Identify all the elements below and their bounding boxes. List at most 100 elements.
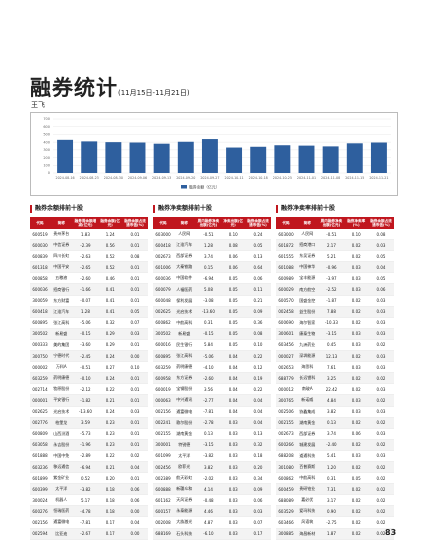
table-cell: 0.03 (344, 339, 368, 352)
x-tick-label: 2024-09-13 (152, 176, 171, 180)
table-cell: 西部证券 (296, 428, 319, 440)
table-cell: 600989 (276, 272, 297, 285)
table-cell: 300765 (276, 394, 297, 407)
table-cell: 0.21 (98, 461, 122, 474)
table-cell: 0.10 (122, 361, 148, 374)
column-header: 简称 (173, 217, 196, 229)
table-cell: 东吴证券 (296, 250, 319, 263)
table-cell: 0.04 (245, 394, 271, 407)
table-cell: -2.60 (72, 272, 99, 285)
table-cell: 深圳能源 (296, 350, 319, 363)
x-tick-label: 2024-10-25 (273, 176, 292, 180)
table-cell: 0.52 (72, 472, 99, 485)
table-cell: 江淮汽车 (173, 239, 196, 252)
table-row: 600895 张江高科 -5.06 0.32 0.07 (30, 317, 148, 329)
table-row: 002653 海思科 7.61 0.03 0.03 (276, 361, 394, 374)
table-row: 002389 航天彩虹 -2.02 0.03 0.34 (153, 472, 271, 485)
table-row: 000858 五粮液 -2.60 0.46 0.01 (30, 272, 148, 285)
table-cell: 湖南黄金 (173, 428, 196, 440)
table-cell: 0.04 (221, 406, 245, 418)
x-tick-label: 2024-09-20 (176, 176, 195, 180)
section-title: 融券净卖率排前十股 (276, 205, 394, 213)
table-cell: 0.02 (368, 394, 394, 407)
table-row: 002156 通富微电 -7.81 0.04 0.04 (153, 406, 271, 418)
table-cell: 0.03 (221, 450, 245, 462)
table-cell: 0.03 (221, 439, 245, 451)
table-cell: 0.01 (122, 339, 148, 352)
table-row: 688169 石头科技 -6.10 0.03 0.17 (153, 528, 271, 540)
table-cell: 牧原股份 (50, 383, 73, 396)
table-cell: 0.02 (344, 461, 368, 474)
table-cell: 0.13 (245, 428, 271, 440)
table-cell: 0.03 (221, 516, 245, 529)
bar (322, 146, 339, 173)
table-cell: 3.82 (318, 406, 345, 418)
table-cell: 002389 (153, 472, 174, 485)
table-cell: 0.05 (221, 317, 245, 329)
table-cell: -2.52 (318, 283, 345, 296)
table-cell: 中兴通讯 (173, 394, 196, 407)
column-header: 融券周余额增减(亿元) (72, 217, 99, 229)
table-cell: 0.03 (221, 505, 245, 518)
table-cell: -1.87 (318, 295, 345, 307)
table-row: 002673 西部证券 3.74 0.06 0.13 (153, 250, 271, 263)
table-cell: 0.03 (368, 428, 394, 440)
table-cell: 0.23 (98, 428, 122, 440)
table-cell: 300001 (153, 439, 174, 451)
table-cell: 0.01 (122, 283, 148, 296)
table-cell: -0.07 (72, 295, 99, 307)
table-cell: 0.07 (122, 317, 148, 329)
table-cell: -13.60 (72, 406, 99, 418)
table-cell: 招商银行 (50, 283, 73, 296)
table-cell: 0.02 (368, 483, 394, 496)
table-cell: -3.60 (72, 339, 99, 352)
table-cell: -2.89 (72, 450, 99, 462)
x-tick-label: 2024-09-06 (128, 176, 147, 180)
table-cell: 0.01 (122, 261, 148, 274)
table-cell: 0.03 (368, 317, 394, 329)
table-cell: 7.88 (318, 306, 345, 318)
section-title: 融券净卖额排前十股 (153, 205, 271, 213)
table-row: 002594 比亚迪 -2.67 0.17 0.00 (30, 528, 148, 540)
table-cell: 航天彩虹 (173, 472, 196, 485)
table-row: 002673 西部证券 3.74 0.06 0.03 (276, 428, 394, 440)
table-cell: 0.02 (344, 350, 368, 363)
table-cell: 002653 (276, 361, 297, 374)
table-cell: 风语筑 (296, 516, 319, 529)
table-row: 300750 宁德时代 -2.45 0.24 0.00 (30, 350, 148, 363)
table-cell: 0.01 (122, 383, 148, 396)
table-cell: 海思科 (296, 361, 319, 374)
table-row: 601099 太平洋 -3.82 0.03 0.18 (153, 450, 271, 462)
table-cell: -6.10 (195, 528, 222, 540)
table-cell: 中航高科 (296, 472, 319, 485)
table-cell: 300601 (276, 328, 297, 340)
table-cell: 0.02 (368, 516, 394, 529)
table-cell: 002456 (153, 461, 174, 474)
table-row: 600690 海尔智家 -10.33 0.02 0.03 (276, 317, 394, 329)
table-cell: 0.22 (98, 450, 122, 462)
table-cell: 0.05 (221, 272, 245, 285)
table-cell: 新易盛 (173, 328, 196, 340)
table-cell: 中国中免 (50, 450, 73, 462)
table-row: 600418 江淮汽车 1.28 0.08 0.05 (153, 239, 271, 252)
table-cell: -2.78 (195, 417, 222, 429)
table-row: 600016 民生银行 5.84 0.05 0.10 (153, 339, 271, 352)
table-row: 002625 光启技术 -13.60 0.24 0.03 (30, 406, 148, 418)
table-row: 600029 南方航空 -2.52 0.03 0.06 (276, 283, 394, 296)
column-header: 净卖出额(亿元) (221, 217, 245, 229)
table-cell: 城建发展 (296, 439, 319, 451)
table-cell: 1.83 (72, 229, 99, 241)
table-cell: 603000 (276, 229, 297, 241)
table-cell: -5.06 (195, 350, 222, 363)
table-cell: 0.04 (245, 406, 271, 418)
table-row: 002155 湖南黄金 0.13 0.03 0.13 (153, 428, 271, 440)
table-cell: 药明康德 (173, 361, 196, 374)
table-cell: 0.03 (344, 328, 368, 340)
table-cell: 0.10 (344, 229, 368, 241)
table-cell: -7.81 (72, 516, 99, 529)
table-cell: 0.01 (122, 472, 148, 485)
table-cell: 机器人 (50, 494, 73, 507)
table-cell: 300502 (30, 328, 51, 340)
table-cell: 恒瑞医药 (50, 505, 73, 518)
